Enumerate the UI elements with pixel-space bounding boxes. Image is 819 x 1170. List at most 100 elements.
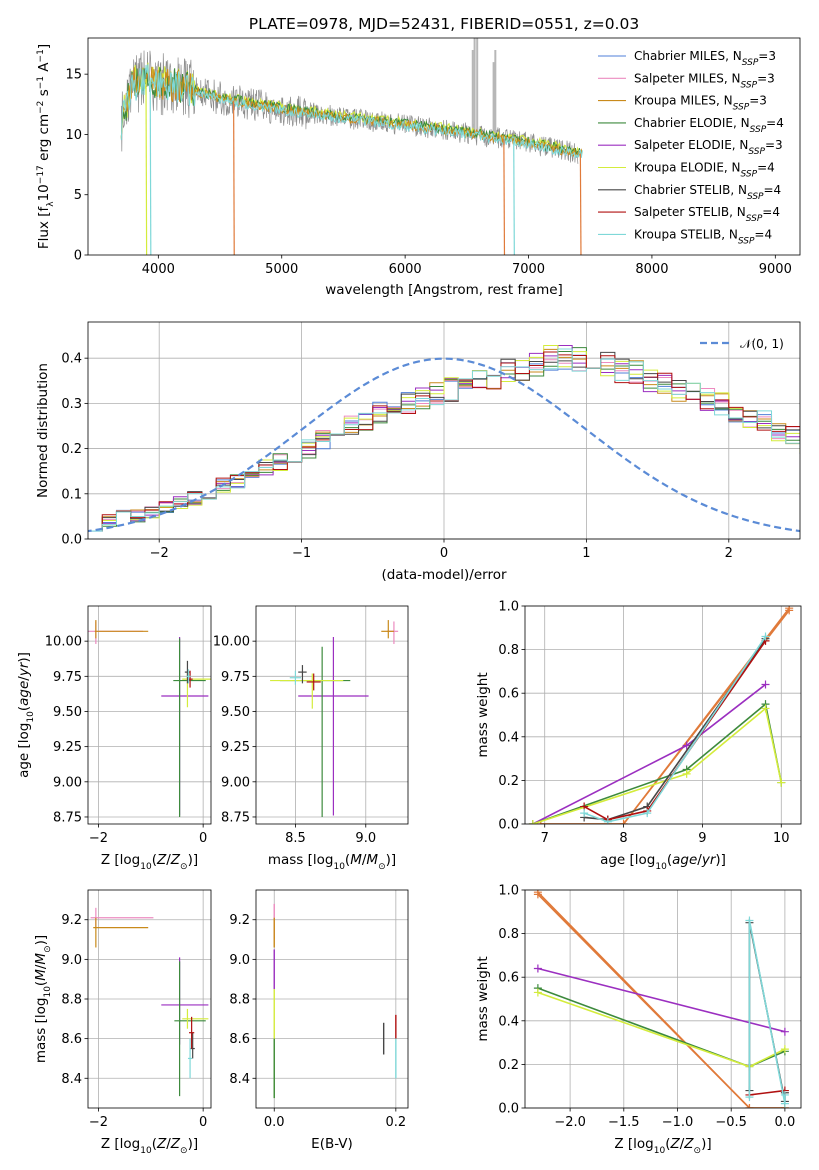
- weight-marker-kroupa-stelib: [745, 1093, 754, 1102]
- gaussian-curve: [88, 357, 800, 533]
- y-tick-label: 9.2: [229, 913, 250, 928]
- y-tick-label: 0.0: [498, 818, 519, 833]
- label-part: (: [152, 1136, 157, 1152]
- axes-frame: [87, 321, 801, 540]
- x-tick-label: −0.5: [715, 1115, 747, 1130]
- y-tick-label: 8.75: [53, 810, 82, 825]
- label-part: mass [log: [33, 998, 49, 1064]
- x-axis-label: Z [log10(Z/Z⊙)]: [614, 1136, 711, 1156]
- y-tick-label: 0.2: [498, 1058, 519, 1073]
- axes-residuals: −2 −1 0 1 2 0.0 0.1 0.2 0.3 0.4 (data-model)/error…: [35, 321, 801, 583]
- x-axis-label: (data-model)/error: [381, 567, 507, 583]
- label-part: SSP: [733, 103, 750, 113]
- label-part: Kroupa STELIB, N: [634, 227, 738, 241]
- x-tick-label: 0.2: [385, 1115, 406, 1130]
- x-tick-label: 2: [725, 546, 733, 561]
- label-part: Chabrier MILES, N: [634, 49, 742, 63]
- label-part: (: [345, 852, 350, 868]
- label-part: M: [33, 969, 49, 981]
- x-tick-label: 0.0: [264, 1115, 285, 1130]
- label-part: mass [log: [268, 852, 334, 868]
- label-part: /: [16, 676, 32, 681]
- label-part: /: [697, 852, 702, 868]
- weight-line-salpeter-elodie: [537, 967, 786, 1033]
- label-part: )]: [701, 1136, 712, 1152]
- axes-frame: [87, 37, 801, 256]
- observed-spectrum-line: [120, 50, 579, 164]
- label-part: Salpeter MILES, N: [634, 71, 741, 85]
- label-part: /: [33, 964, 49, 969]
- weight-marker-kroupa-stelib: [745, 916, 754, 925]
- label-part: Kroupa ELODIE, N: [634, 161, 741, 175]
- weight-line-chabrier-stelib: [584, 638, 767, 821]
- weight-marker-salpeter-elodie: [761, 680, 770, 689]
- y-tick-label: 8.6: [229, 1032, 250, 1047]
- label-part: M: [350, 852, 362, 868]
- y-tick-label: 8.4: [229, 1072, 250, 1087]
- label-part: A: [36, 62, 52, 76]
- weight-line-chabrier-elodie: [532, 702, 783, 824]
- y-tick-label: 1.0: [498, 600, 519, 615]
- y-tick-label: 15: [65, 68, 82, 83]
- absorption-drop: [149, 80, 152, 255]
- figure-title: PLATE=0978, MJD=52431, FIBERID=0551, z=0…: [249, 15, 639, 33]
- label-part: 10: [140, 1146, 152, 1156]
- x-tick-label: 9: [698, 831, 706, 846]
- y-axis-label: mass weight: [475, 672, 491, 757]
- x-tick-label: 9.0: [355, 831, 376, 846]
- absorption-drop: [513, 140, 515, 255]
- absorption-drop: [579, 153, 582, 255]
- label-part: erg cm: [36, 114, 52, 165]
- weight-line-salpeter-stelib: [749, 1089, 785, 1096]
- x-tick-label: 9000: [759, 262, 792, 277]
- weight-line-kroupa-miles: [537, 893, 785, 1108]
- label-part: 10: [43, 986, 53, 998]
- histogram-plot: [88, 345, 800, 533]
- label-part: )]: [188, 852, 199, 868]
- axes-frame: [255, 605, 409, 825]
- weight-marker-kroupa-miles: [785, 606, 794, 615]
- y-tick-label: 9.00: [221, 775, 250, 790]
- x-tick-label: 0: [199, 831, 207, 846]
- label-part: SSP: [747, 192, 764, 202]
- absorption-drop: [503, 139, 506, 255]
- legend-label-chabrier-elodie: Chabrier ELODIE, NSSP=4: [634, 116, 784, 135]
- x-tick-label: 8.5: [285, 831, 306, 846]
- label-part: age [log: [16, 723, 32, 778]
- weight-plot: [533, 890, 789, 1108]
- y-tick-label: 9.50: [53, 705, 82, 720]
- y-tick-label: 10.00: [45, 635, 82, 650]
- y-tick-label: 10: [65, 128, 82, 143]
- x-tick-label: 7000: [512, 262, 545, 277]
- label-part: Flux [f: [36, 205, 52, 249]
- label-part: ⊙: [694, 1146, 702, 1156]
- label-part: ⊙: [180, 1146, 188, 1156]
- weight-marker-kroupa-stelib: [603, 817, 612, 824]
- label-part: /: [680, 1136, 685, 1152]
- label-part: Salpeter ELODIE, N: [634, 138, 748, 152]
- weight-line-kroupa-elodie: [537, 991, 786, 1068]
- label-part: 10: [36, 184, 52, 201]
- label-part: 10: [655, 862, 667, 872]
- label-part: SSP: [748, 147, 765, 157]
- label-part: Z: [683, 1136, 694, 1152]
- label-part: Z: [156, 1136, 167, 1152]
- y-tick-label: 9.00: [53, 775, 82, 790]
- x-axis-label: Z [log10(Z/Z⊙)]: [101, 852, 198, 872]
- x-tick-label: −1: [292, 546, 311, 561]
- label-part: =4: [764, 183, 782, 197]
- label-part: Z: [156, 852, 167, 868]
- y-axis-label: mass [log10(M/M⊙)]: [33, 935, 53, 1063]
- label-part: )]: [33, 935, 49, 946]
- x-axis-label: wavelength [Angstrom, rest frame]: [325, 282, 563, 298]
- weight-line-salpeter-miles: [537, 891, 785, 1108]
- label-part: yr: [16, 661, 32, 677]
- label-part: SSP: [741, 80, 758, 90]
- weight-marker-kroupa-stelib: [580, 809, 589, 818]
- y-tick-label: 9.25: [221, 740, 250, 755]
- label-part: ]: [36, 44, 52, 49]
- label-part: )]: [188, 1136, 199, 1152]
- weight-plot: [528, 606, 794, 824]
- label-part: =3: [757, 71, 775, 85]
